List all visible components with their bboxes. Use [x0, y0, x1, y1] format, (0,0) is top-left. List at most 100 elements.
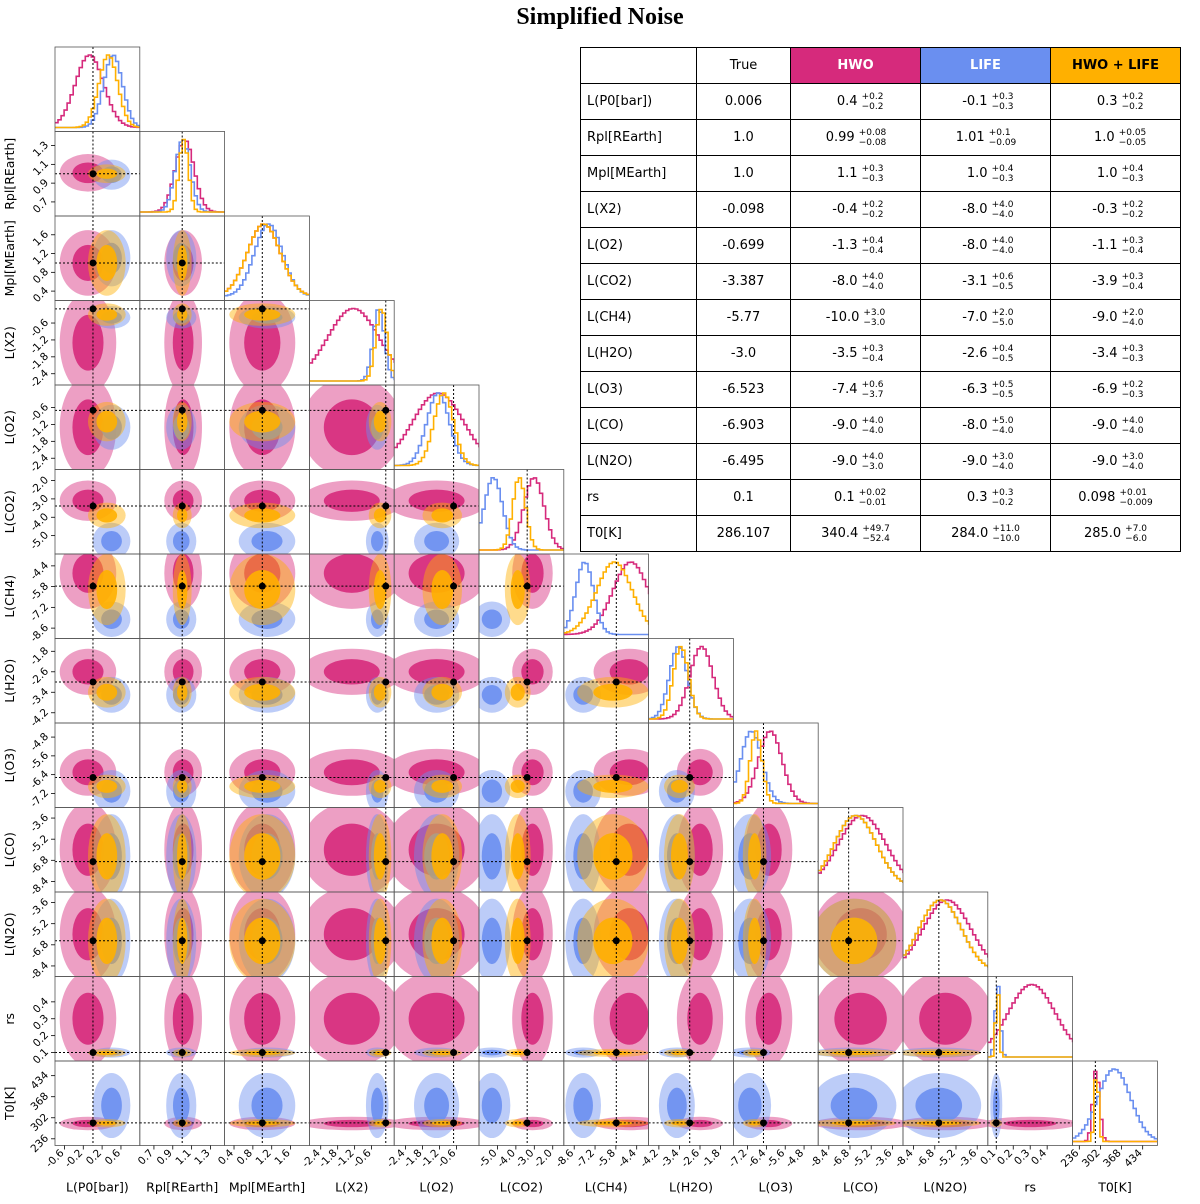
estimate-value: 285.0 [1083, 526, 1122, 541]
joint-panel [478, 1060, 565, 1146]
contour-inner-hwo [251, 531, 283, 552]
true-value-point [258, 406, 266, 414]
joint-panel [139, 215, 226, 301]
joint-panel [139, 469, 226, 555]
upper-error: +5.0 [991, 415, 1014, 426]
contour-inner-hwo-life [830, 917, 878, 965]
upper-error: +0.1 [988, 127, 1011, 138]
estimate-value: 0.3 [966, 490, 988, 505]
y-tick-label: -0.6 [28, 316, 51, 339]
y-axis-label: L(O3) [2, 748, 17, 783]
joint-panel [54, 722, 141, 808]
estimate-errors: +0.3 −0.3 [992, 92, 1014, 112]
true-value-point [178, 1119, 186, 1127]
y-tick-label: 368 [28, 1090, 51, 1113]
table-row: L(N2O) -6.495 -9.0 +4.0 −3.0 -9.0 +3.0 −4.0 -9.0… [580, 443, 1181, 480]
contour-inner-hwo [481, 1087, 503, 1124]
x-tick-label: 302 [1080, 1147, 1103, 1170]
true-value: -3.0 [696, 335, 791, 372]
hwo-estimate: -3.5 +0.3 −0.4 [790, 335, 921, 372]
lower-error: −0.009 [1119, 497, 1153, 508]
upper-error: +0.3 [991, 91, 1014, 102]
joint-panel [308, 891, 395, 977]
upper-error: +0.2 [861, 91, 884, 102]
estimate-errors: +0.3 −0.4 [1122, 272, 1144, 292]
contour-inner-hwo-life [431, 570, 454, 610]
true-value-point [178, 774, 186, 782]
contour-inner-hwo-life [593, 833, 633, 880]
life-estimate: -8.0 +4.0 −4.0 [920, 191, 1051, 228]
series-histogram-hwo-life [818, 814, 904, 883]
true-value-point [450, 774, 458, 782]
series-histogram-hwo [1072, 1068, 1158, 1140]
header-true: True [696, 47, 791, 84]
contour-inner-life [172, 314, 194, 371]
upper-error: +4.0 [991, 199, 1014, 210]
true-value-point [382, 678, 390, 686]
true-value-point [382, 1049, 390, 1057]
estimate-value: -0.1 [962, 94, 988, 109]
lower-error: −3.0 [861, 461, 884, 472]
row-label: L(X2) [580, 191, 697, 228]
contour-inner-hwo [573, 779, 593, 803]
estimate-errors: +0.2 −0.2 [1122, 200, 1144, 220]
contour-inner-hwo-life [96, 683, 118, 701]
y-tick-label: -5.0 [28, 529, 51, 552]
contour-inner-life [172, 992, 194, 1045]
joint-panel [648, 891, 734, 977]
true-value-point [523, 937, 531, 945]
row-label: Rpl[REarth] [580, 119, 697, 156]
lower-error: −0.4 [861, 353, 884, 364]
contour-inner-life [72, 908, 104, 961]
true-value-point [178, 582, 186, 590]
estimate-value: 1.01 [955, 130, 985, 145]
table-header-row: True HWO LIFE HWO + LIFE [580, 47, 1181, 84]
contour-inner-hwo-life [510, 917, 525, 965]
y-axis-label: Mpl[MEarth] [2, 220, 17, 296]
lower-error: −0.5 [991, 353, 1014, 364]
estimate-value: -6.3 [962, 382, 988, 397]
x-tick-label: 1.1 [173, 1147, 193, 1167]
joint-panel [139, 722, 226, 808]
lower-error: −0.2 [991, 497, 1014, 508]
estimate-errors: +2.0 −4.0 [1122, 308, 1144, 328]
true-value-point [89, 1049, 97, 1057]
estimate-errors: +4.0 −4.0 [992, 200, 1014, 220]
table-row: L(CO2) -3.387 -8.0 +4.0 −4.0 -3.1 +0.6 −0.5 -3.9… [580, 263, 1181, 300]
lower-error: −0.4 [1121, 281, 1144, 292]
contour-inner-life [323, 554, 380, 593]
y-tick-label: -2.4 [28, 452, 51, 475]
true-value-point [89, 502, 97, 510]
joint-panel [224, 469, 310, 555]
estimate-value: -7.4 [832, 382, 858, 397]
upper-error: +0.4 [861, 235, 884, 246]
estimate-value: -8.0 [962, 202, 988, 217]
y-tick-label: -4.8 [28, 731, 51, 754]
estimate-errors: +0.2 −0.2 [862, 200, 884, 220]
contour-inner-life [609, 659, 649, 685]
true-value-point [178, 678, 186, 686]
row-label: T0[K] [580, 515, 697, 552]
lower-error: −0.05 [1118, 137, 1147, 148]
series-histogram-hwo-life [903, 899, 988, 968]
upper-error: +0.2 [861, 199, 884, 210]
contour-inner-hwo-life [244, 779, 281, 793]
y-tick-label: 1.3 [31, 139, 51, 159]
marginal-panel [817, 807, 904, 893]
contour-inner-hwo-life [373, 508, 387, 523]
lower-error: −0.5 [991, 389, 1014, 400]
y-tick-label: 0.8 [31, 266, 51, 286]
y-tick-label: 0.4 [31, 995, 52, 1016]
joint-panel [648, 1060, 734, 1146]
x-tick-label: -1.8 [700, 1147, 723, 1170]
contour-inner-hwo-life [431, 508, 454, 523]
true-value-point [612, 937, 620, 945]
life-estimate: 1.0 +0.4 −0.3 [920, 155, 1051, 192]
contour-inner-hwo-life [373, 683, 387, 701]
upper-error: +0.2 [1121, 379, 1144, 390]
true-value-point [89, 937, 97, 945]
contour-inner-hwo-life [830, 1050, 878, 1056]
lower-error: −52.4 [862, 533, 890, 544]
true-value-point [759, 858, 767, 866]
contour-inner-hwo-life [373, 833, 387, 880]
